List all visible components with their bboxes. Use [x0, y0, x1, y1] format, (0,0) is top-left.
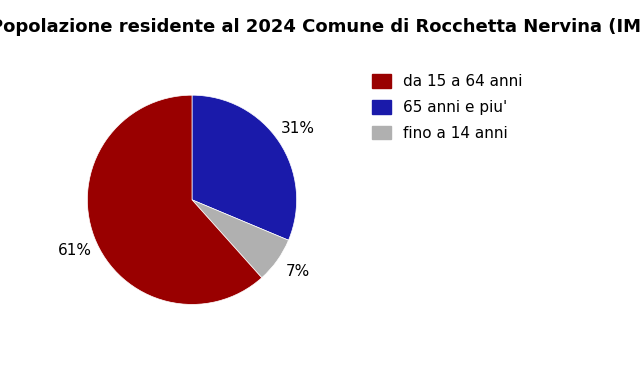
Text: Popolazione residente al 2024 Comune di Rocchetta Nervina (IM): Popolazione residente al 2024 Comune di …	[0, 18, 640, 37]
Text: 61%: 61%	[58, 243, 92, 258]
Legend: da 15 a 64 anni, 65 anni e piu', fino a 14 anni: da 15 a 64 anni, 65 anni e piu', fino a …	[372, 74, 522, 141]
Wedge shape	[192, 95, 296, 240]
Text: 7%: 7%	[285, 264, 310, 279]
Wedge shape	[88, 95, 262, 305]
Wedge shape	[192, 200, 289, 278]
Text: 31%: 31%	[280, 121, 315, 135]
